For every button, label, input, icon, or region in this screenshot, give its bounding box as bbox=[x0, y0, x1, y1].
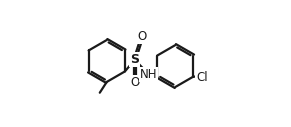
Text: Cl: Cl bbox=[196, 71, 207, 84]
Text: O: O bbox=[131, 76, 140, 89]
Text: S: S bbox=[130, 53, 139, 66]
Text: O: O bbox=[138, 30, 147, 43]
Text: NH: NH bbox=[140, 68, 157, 81]
